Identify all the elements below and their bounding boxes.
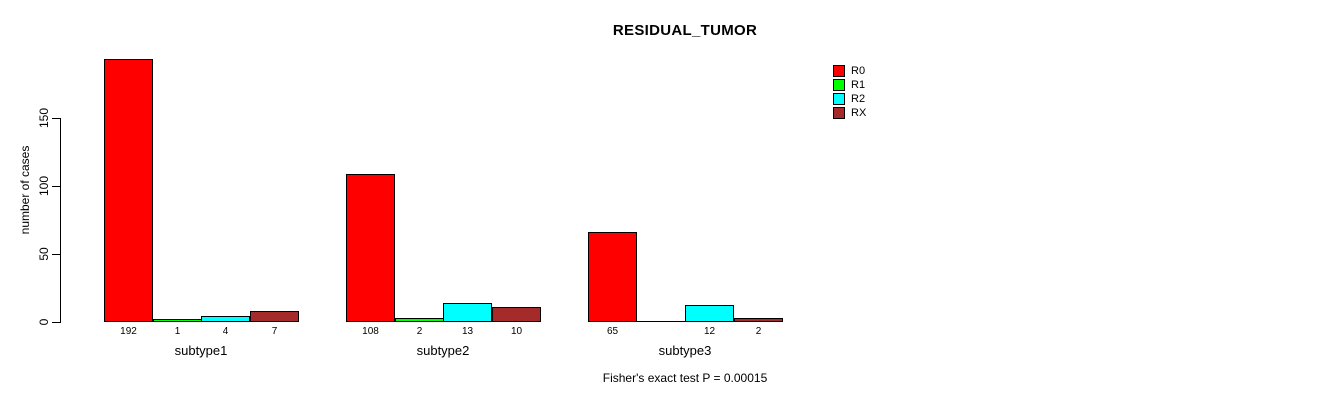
y-axis-tick bbox=[52, 186, 60, 187]
y-axis-tick-label: 100 bbox=[37, 175, 51, 197]
legend-label-R1: R1 bbox=[851, 79, 866, 91]
bar-R2-subtype2 bbox=[443, 303, 492, 322]
bar-R2-subtype1 bbox=[201, 316, 250, 322]
legend-swatch-R2 bbox=[833, 93, 845, 105]
y-axis-tick bbox=[52, 322, 60, 323]
bar-R2-subtype3 bbox=[685, 305, 734, 322]
bar-value-R2-subtype2: 13 bbox=[461, 326, 474, 337]
bar-R1-subtype1 bbox=[153, 319, 202, 322]
legend-label-RX: RX bbox=[851, 107, 867, 119]
bar-RX-subtype1 bbox=[250, 311, 299, 322]
legend-swatch-R0 bbox=[833, 65, 845, 77]
bar-R1-subtype2 bbox=[395, 318, 444, 322]
bar-R0-subtype3 bbox=[588, 232, 637, 322]
bar-value-RX-subtype2: 10 bbox=[510, 326, 523, 337]
legend-label-R0: R0 bbox=[851, 65, 866, 77]
legend-item-R1: R1 bbox=[833, 79, 866, 91]
y-axis-tick bbox=[52, 254, 60, 255]
legend: R0 R1 R2 RX bbox=[833, 65, 866, 119]
y-axis-tick-label: 150 bbox=[37, 107, 51, 129]
category-label-subtype1: subtype1 bbox=[174, 343, 228, 358]
category-label-subtype2: subtype2 bbox=[416, 343, 470, 358]
y-axis-tick-label: 0 bbox=[37, 318, 51, 326]
bar-R1-subtype3 bbox=[637, 321, 686, 322]
bar-value-R1-subtype2: 2 bbox=[416, 326, 423, 337]
bar-value-R0-subtype3: 65 bbox=[606, 326, 619, 337]
bar-value-R0-subtype1: 192 bbox=[120, 326, 137, 337]
y-axis-line bbox=[60, 118, 61, 323]
bar-RX-subtype3 bbox=[734, 318, 783, 322]
legend-item-R2: R2 bbox=[833, 93, 866, 105]
legend-item-RX: RX bbox=[833, 107, 866, 119]
y-axis-tick bbox=[52, 118, 60, 119]
legend-swatch-RX bbox=[833, 107, 845, 119]
bar-value-R2-subtype1: 4 bbox=[222, 326, 229, 337]
category-label-subtype3: subtype3 bbox=[658, 343, 712, 358]
y-axis-tick-label: 50 bbox=[37, 247, 51, 261]
bar-R0-subtype1 bbox=[104, 59, 153, 322]
legend-swatch-R1 bbox=[833, 79, 845, 91]
y-axis-label: number of cases bbox=[18, 145, 32, 235]
legend-label-R2: R2 bbox=[851, 93, 866, 105]
bar-value-R2-subtype3: 12 bbox=[703, 326, 716, 337]
chart-title: RESIDUAL_TUMOR bbox=[612, 22, 758, 39]
legend-item-R0: R0 bbox=[833, 65, 866, 77]
bar-value-RX-subtype3: 2 bbox=[755, 326, 762, 337]
bar-value-R1-subtype1: 1 bbox=[174, 326, 181, 337]
bar-value-RX-subtype1: 7 bbox=[271, 326, 278, 337]
bar-value-R0-subtype2: 108 bbox=[362, 326, 379, 337]
annotation-text: Fisher's exact test P = 0.00015 bbox=[602, 371, 768, 385]
bar-RX-subtype2 bbox=[492, 307, 541, 322]
bar-R0-subtype2 bbox=[346, 174, 395, 322]
